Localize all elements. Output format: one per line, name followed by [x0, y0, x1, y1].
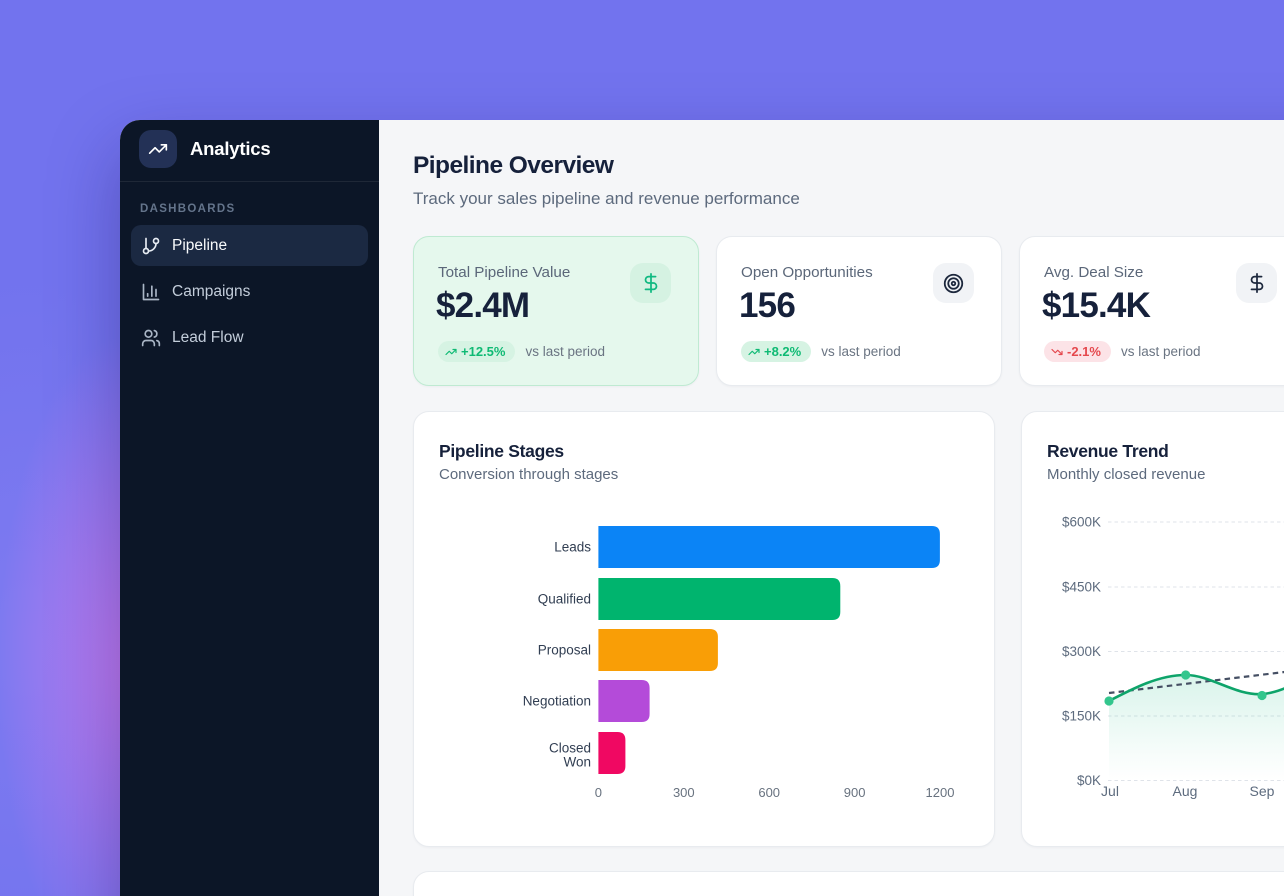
- svg-text:Closed: Closed: [549, 741, 591, 756]
- svg-text:$300K: $300K: [1062, 644, 1101, 659]
- svg-text:1200: 1200: [926, 785, 955, 800]
- svg-text:Proposal: Proposal: [538, 643, 591, 658]
- svg-text:0: 0: [595, 785, 602, 800]
- svg-text:Won: Won: [563, 755, 591, 770]
- svg-text:$450K: $450K: [1062, 580, 1101, 595]
- svg-text:Sep: Sep: [1250, 783, 1275, 799]
- svg-text:Leads: Leads: [554, 540, 591, 555]
- svg-text:Qualified: Qualified: [538, 592, 591, 607]
- svg-text:$600K: $600K: [1062, 515, 1101, 530]
- svg-text:900: 900: [844, 785, 866, 800]
- svg-text:600: 600: [758, 785, 780, 800]
- svg-text:$150K: $150K: [1062, 709, 1101, 724]
- svg-text:300: 300: [673, 785, 695, 800]
- svg-text:Jul: Jul: [1101, 783, 1119, 799]
- svg-text:Negotiation: Negotiation: [523, 694, 591, 709]
- svg-text:Aug: Aug: [1173, 783, 1198, 799]
- svg-text:$0K: $0K: [1077, 773, 1101, 788]
